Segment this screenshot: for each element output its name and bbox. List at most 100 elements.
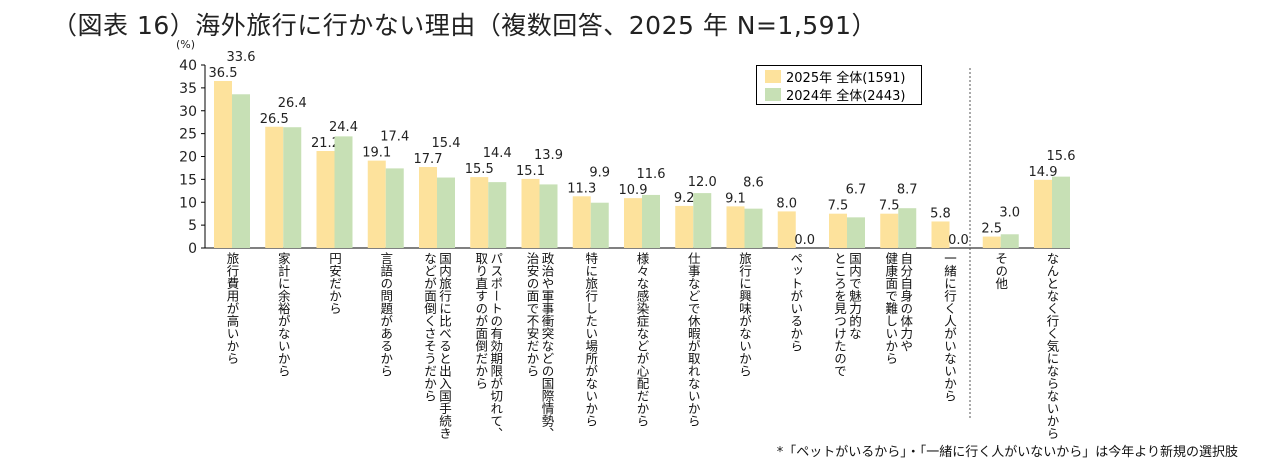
- footnote: *「ペットがいるから」・「一緒に行く人がいないから」は今年より新規の選択肢: [776, 445, 1238, 460]
- bar: [693, 193, 712, 248]
- bar: [829, 213, 847, 248]
- data-label: 8.6: [743, 175, 764, 190]
- data-label: 36.5: [209, 66, 238, 81]
- bar: [590, 202, 609, 248]
- data-label: 2.5: [981, 222, 1002, 237]
- data-label: 14.4: [483, 146, 512, 161]
- category-label: 言語の問題があるから: [378, 252, 394, 377]
- bar: [1000, 234, 1019, 248]
- data-label: 5.8: [930, 206, 951, 221]
- y-tick-label: 15: [179, 172, 197, 188]
- legend-label-2024: 2024年 全体(2443): [786, 88, 906, 104]
- data-label: 0.0: [794, 233, 815, 248]
- bar: [488, 182, 507, 248]
- data-label: 8.0: [776, 196, 797, 211]
- data-label: 17.4: [380, 130, 409, 145]
- y-tick-label: 30: [179, 104, 197, 120]
- y-tick-label: 25: [179, 127, 197, 143]
- bar: [283, 127, 302, 248]
- bar: [642, 194, 660, 248]
- y-tick-label: 5: [188, 218, 197, 234]
- bar: [214, 81, 232, 248]
- data-label: 17.7: [414, 152, 443, 167]
- bar: [931, 221, 950, 248]
- bar: [334, 136, 353, 248]
- category-label: 円安だから: [327, 252, 342, 315]
- bar: [898, 208, 917, 248]
- data-label: 15.5: [465, 162, 494, 177]
- category-label: ペットがいるから: [788, 252, 804, 352]
- bar: [265, 126, 284, 248]
- bar: [572, 196, 591, 248]
- bar: [367, 160, 386, 248]
- y-tick-label: 20: [179, 150, 197, 166]
- category-label: 仕事などで休暇が取れないから: [685, 252, 701, 427]
- chart-title: （図表 16）海外旅行に行かない理由（複数回答、2025 年 N=1,591）: [52, 11, 877, 40]
- data-label: 8.7: [897, 183, 918, 198]
- category-label: 様々な感染症などが心配だから: [634, 252, 650, 427]
- bar: [521, 178, 540, 248]
- bar: [880, 213, 899, 248]
- bar: [1034, 179, 1052, 248]
- category-label: なんとなく行く気にならないから: [1044, 252, 1060, 440]
- data-label: 12.0: [688, 175, 717, 190]
- bar: [232, 94, 250, 248]
- data-label: 26.5: [260, 112, 289, 127]
- legend-item-2025: 2025年 全体(1591): [765, 67, 921, 86]
- y-axis-unit: (%): [176, 38, 196, 51]
- category-label: 国内旅行に比べると出入国手続き などが面倒くさそうだから: [422, 252, 452, 440]
- bar: [982, 236, 1001, 248]
- category-label: 旅行に興味がないから: [737, 252, 752, 377]
- category-label: 旅行費用が高いから: [224, 252, 240, 365]
- category-label: 一緒に行く人がいないから: [942, 252, 957, 402]
- data-label: 9.9: [589, 165, 610, 180]
- legend: 2025年 全体(1591) 2024年 全体(2443): [756, 65, 922, 105]
- bar: [847, 217, 865, 248]
- bar: [419, 167, 437, 248]
- data-label: 0.0: [948, 233, 969, 248]
- data-label: 6.7: [846, 183, 867, 198]
- data-label: 26.4: [278, 96, 307, 111]
- data-label: 14.9: [1029, 165, 1058, 180]
- category-label: 自分自身の体力や 健康面で難しいから: [883, 252, 914, 365]
- bar: [726, 206, 745, 248]
- data-label: 15.4: [432, 136, 461, 151]
- data-label: 9.2: [674, 191, 695, 206]
- y-tick-label: 10: [179, 195, 197, 211]
- bar: [1052, 176, 1070, 248]
- data-label: 11.3: [567, 181, 596, 196]
- y-tick-label: 40: [179, 58, 197, 74]
- data-label: 3.0: [999, 206, 1020, 221]
- data-label: 13.9: [534, 148, 563, 163]
- bar: [437, 177, 455, 248]
- category-label: 家計に余裕がないから: [275, 252, 291, 377]
- data-label: 7.5: [879, 199, 900, 214]
- data-label: 15.6: [1047, 149, 1076, 164]
- bar: [777, 211, 796, 248]
- data-label: 11.6: [637, 167, 666, 182]
- category-label: 政治や軍事衝突などの国際情勢、 治安の面で不安だから: [524, 252, 555, 440]
- data-label: 15.1: [516, 164, 545, 179]
- y-tick-label: 0: [188, 241, 197, 257]
- category-label: パスポートの有効期限が切れて、 取り直すのが面倒だから: [473, 252, 504, 440]
- data-label: 7.5: [828, 199, 849, 214]
- data-label: 9.1: [725, 191, 746, 206]
- data-label: 33.6: [227, 50, 256, 65]
- data-label: 24.4: [329, 120, 358, 135]
- bar: [744, 208, 763, 248]
- category-label: 特に旅行したい場所がないから: [583, 252, 599, 427]
- category-label: 国内で魅力的な ところを見つけたので: [832, 252, 862, 377]
- legend-item-2024: 2024年 全体(2443): [765, 85, 921, 104]
- legend-swatch-2024: [765, 87, 781, 101]
- y-tick-label: 35: [179, 81, 197, 97]
- data-label: 10.9: [619, 183, 648, 198]
- bar: [675, 205, 694, 248]
- legend-swatch-2025: [765, 69, 781, 83]
- category-label: その他: [993, 252, 1009, 290]
- bar: [624, 198, 642, 248]
- data-label: 21.2: [311, 136, 340, 151]
- data-label: 19.1: [362, 146, 391, 161]
- bar: [316, 151, 335, 248]
